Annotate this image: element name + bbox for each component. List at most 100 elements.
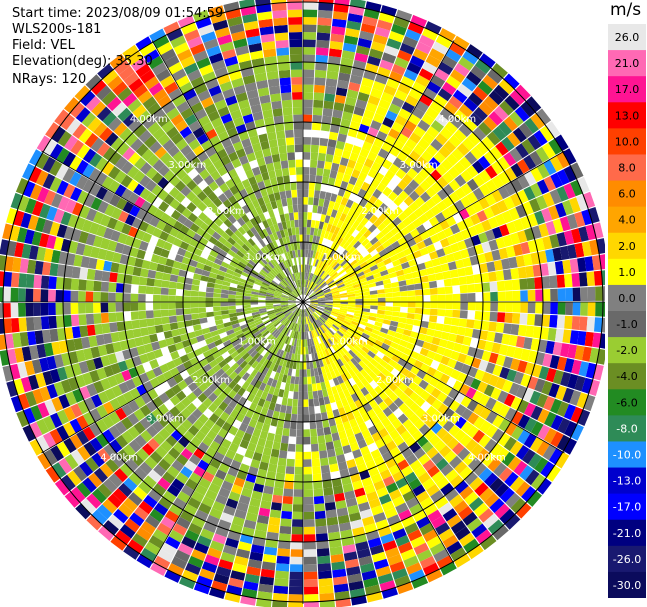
range-gate — [236, 311, 245, 316]
range-gate — [306, 308, 310, 316]
range-gate — [205, 292, 214, 298]
range-gate — [415, 302, 423, 308]
range-gate — [497, 432, 511, 447]
range-gate — [429, 100, 444, 114]
range-gate — [91, 452, 105, 468]
range-gate — [117, 232, 128, 245]
range-gate — [182, 360, 193, 370]
range-gate — [279, 282, 287, 288]
range-gate — [106, 217, 118, 230]
range-gate — [213, 397, 223, 407]
range-gate — [347, 328, 355, 335]
range-gate — [434, 496, 449, 510]
range-gate — [156, 220, 167, 231]
range-gate — [478, 101, 494, 116]
range-gate — [12, 332, 22, 348]
range-gate — [267, 288, 275, 293]
range-gate — [437, 188, 449, 201]
range-gate — [514, 106, 530, 122]
range-gate — [257, 468, 268, 479]
colorbar-tick-label: 8.0 — [618, 162, 636, 175]
range-gate — [276, 274, 283, 281]
range-gate — [312, 205, 318, 214]
range-gate — [358, 349, 368, 357]
range-gate — [57, 196, 70, 211]
range-gate — [377, 372, 387, 382]
range-gate — [362, 516, 375, 527]
range-gate — [289, 330, 294, 338]
range-gate — [361, 288, 370, 293]
range-gate — [248, 42, 263, 53]
range-gate — [218, 487, 231, 499]
range-gate — [272, 593, 288, 602]
range-gate — [327, 347, 333, 356]
range-gate — [414, 396, 426, 407]
range-gate — [381, 500, 395, 512]
range-gate — [541, 276, 551, 289]
range-gate — [281, 351, 287, 360]
range-gate — [100, 302, 109, 313]
range-gate — [341, 536, 355, 547]
range-gate — [180, 407, 192, 419]
range-gate — [255, 252, 263, 260]
range-gate — [53, 381, 65, 397]
range-gate — [240, 339, 249, 347]
range-gate — [274, 403, 282, 412]
range-gate — [257, 197, 265, 207]
range-gate — [134, 196, 146, 209]
range-gate — [430, 490, 445, 503]
range-gate — [93, 122, 108, 137]
range-gate — [250, 246, 258, 255]
range-gate — [266, 273, 274, 280]
range-gate — [231, 484, 243, 495]
range-gate — [123, 283, 132, 293]
range-gate — [148, 469, 162, 483]
range-gate — [6, 208, 18, 225]
range-gate — [254, 215, 262, 225]
range-gate — [207, 110, 220, 122]
range-gate — [348, 466, 359, 476]
range-gate — [234, 555, 249, 567]
range-gate — [168, 295, 176, 302]
range-gate — [43, 415, 56, 432]
range-gate — [447, 204, 459, 216]
range-gate — [291, 292, 298, 298]
range-gate — [254, 404, 263, 414]
range-gate — [133, 124, 147, 138]
range-gate — [497, 185, 510, 200]
range-gate — [351, 334, 360, 342]
range-gate — [358, 360, 367, 369]
range-gate — [466, 517, 483, 532]
range-gate — [285, 129, 294, 138]
range-gate — [114, 468, 128, 483]
range-gate — [133, 486, 148, 501]
range-gate — [355, 541, 369, 552]
range-gate — [310, 152, 319, 161]
range-gate — [420, 191, 431, 203]
range-gate — [388, 392, 399, 402]
range-gate — [304, 331, 307, 340]
range-gate — [338, 72, 351, 82]
range-gate — [12, 257, 22, 273]
range-gate — [560, 343, 570, 358]
range-gate — [356, 326, 365, 333]
range-gate — [217, 270, 226, 277]
range-gate — [135, 143, 149, 157]
colorbar-segment — [608, 545, 646, 573]
range-gate — [196, 57, 211, 69]
range-gate — [246, 375, 254, 384]
range-gate — [464, 151, 478, 165]
range-gate — [40, 275, 50, 289]
range-gate — [495, 141, 509, 156]
range-gate — [333, 253, 341, 262]
range-gate — [367, 168, 378, 179]
range-gate — [400, 291, 408, 297]
range-gate — [122, 113, 137, 127]
range-gate — [386, 38, 402, 50]
range-gate — [13, 378, 25, 395]
range-gate — [230, 279, 239, 285]
range-gate — [275, 289, 283, 294]
range-gate — [565, 287, 573, 301]
range-gate — [307, 339, 310, 347]
range-gate — [201, 157, 213, 169]
